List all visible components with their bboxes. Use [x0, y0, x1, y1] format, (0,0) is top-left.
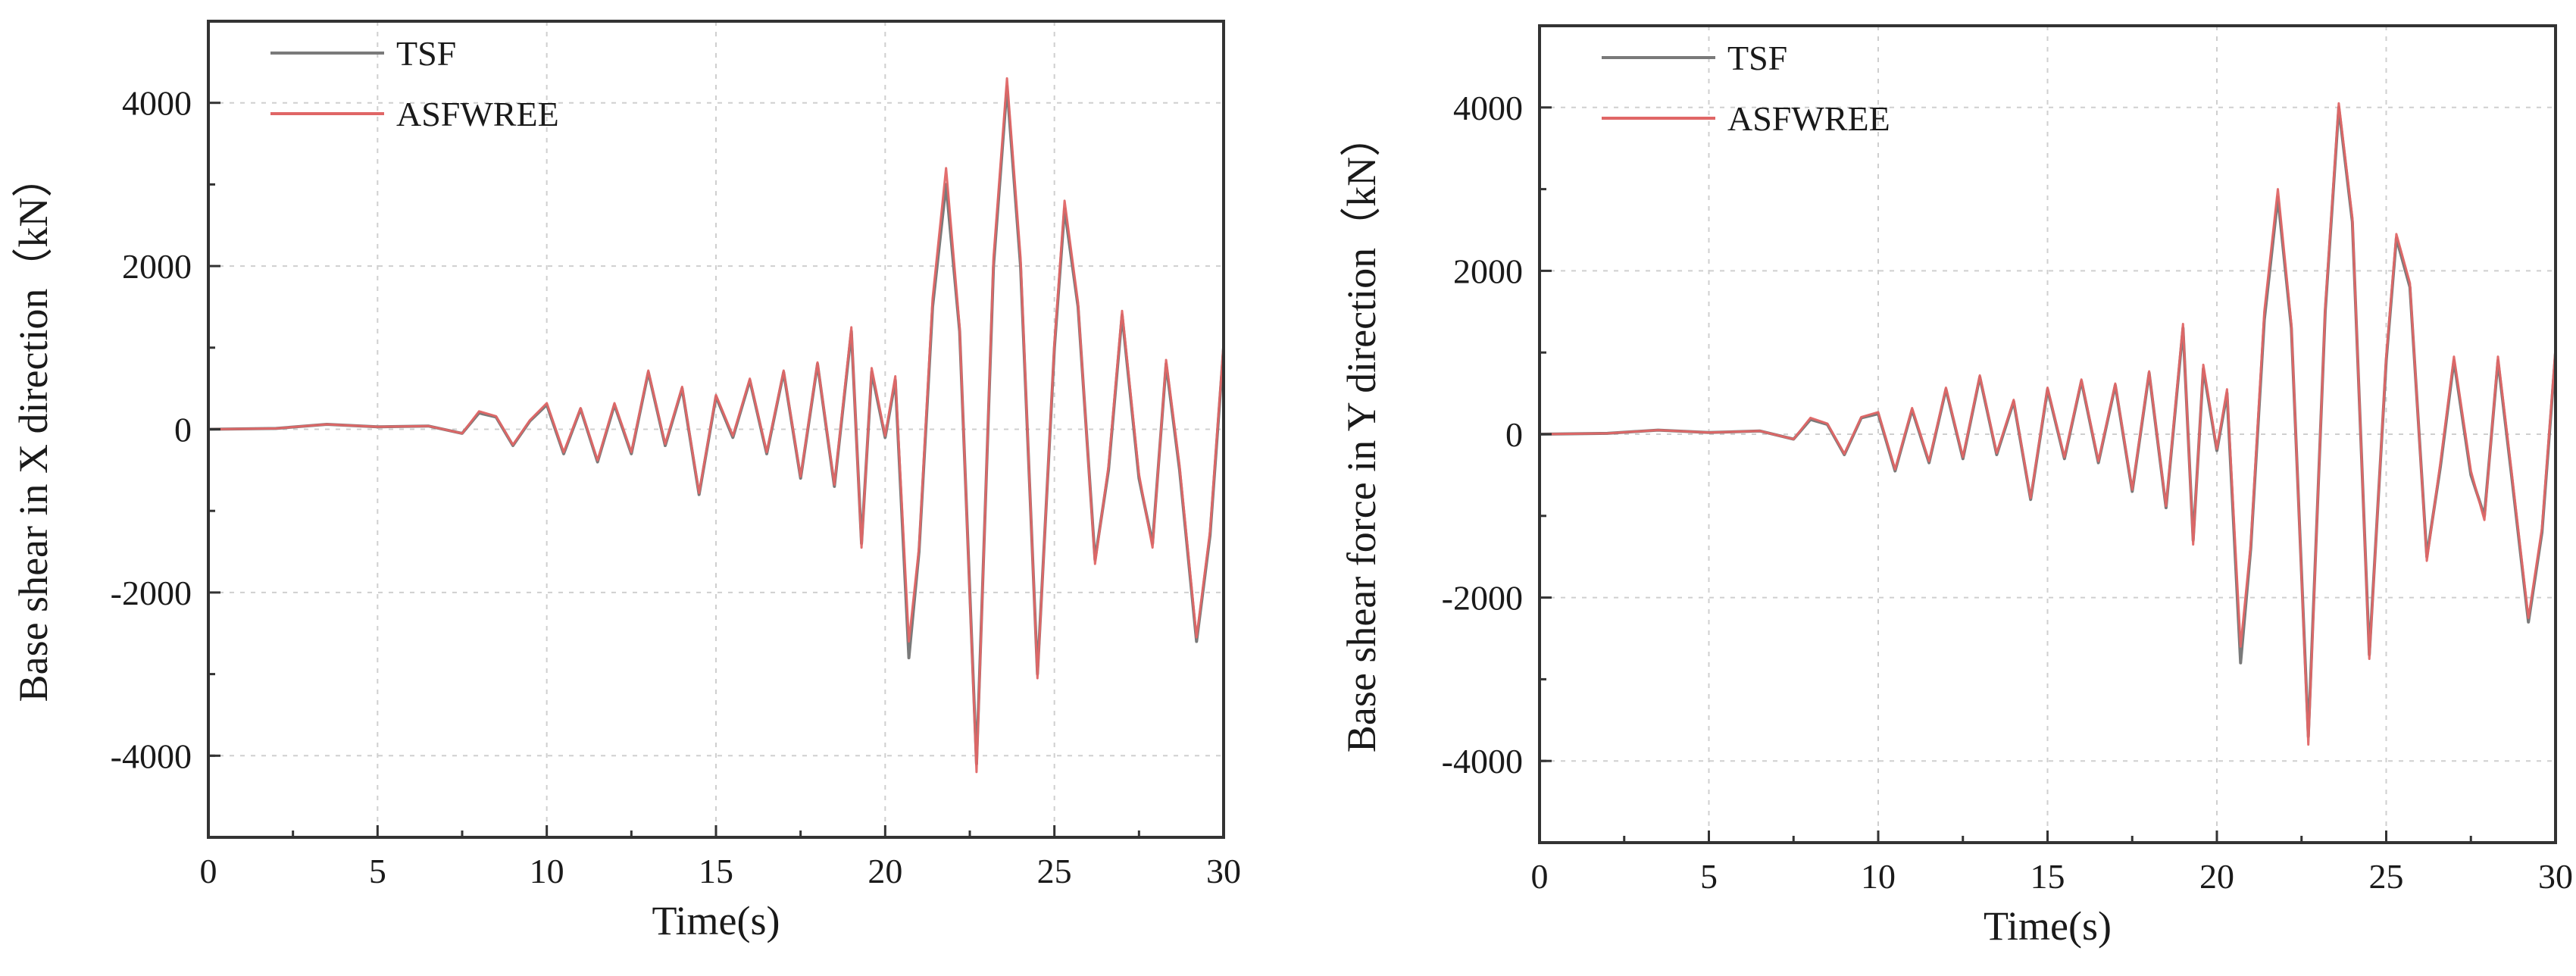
- legend-label-tsf: TSF: [396, 34, 456, 73]
- y-tick-label: 4000: [1453, 89, 1523, 127]
- x-tick-label: 10: [1861, 857, 1896, 896]
- series-line-asfwree: [1538, 102, 2557, 746]
- x-tick-label: 20: [868, 852, 902, 890]
- x-tick-label: 25: [1037, 852, 1072, 890]
- x-tick-label: 5: [1700, 857, 1718, 896]
- x-tick-label: 30: [1206, 852, 1241, 890]
- x-tick-label: 5: [369, 852, 386, 890]
- x-axis-label: Time(s): [1984, 903, 2112, 949]
- y-axis-label: Base shear force in Y direction（kN）: [1339, 116, 1384, 752]
- y-tick-label: 0: [174, 411, 192, 449]
- x-tick-label: 10: [530, 852, 564, 890]
- y-tick-label: 2000: [122, 247, 192, 286]
- x-tick-label: 15: [2030, 857, 2065, 896]
- y-tick-label: -4000: [111, 737, 192, 775]
- y-axis-label: Base shear in X direction（kN）: [11, 157, 56, 702]
- chart-y-direction: 0 5 10 15 20 25 30 -4000 -2000 0 2000 4000 Time(s) Ba…: [1339, 24, 2573, 949]
- y-tick-label: -2000: [1442, 579, 1523, 618]
- legend-label-tsf: TSF: [1727, 39, 1787, 77]
- legend-label-asfwree: ASFWREE: [396, 95, 559, 133]
- chart-x-direction: 0 5 10 15 20 25 30 -4000 -2000 0 2000 4000 Time(s) Ba…: [11, 20, 1241, 943]
- x-tick-label: 20: [2199, 857, 2234, 896]
- x-tick-label: 15: [699, 852, 733, 890]
- y-tick-label: 0: [1505, 415, 1523, 454]
- x-tick-label: 25: [2369, 857, 2404, 896]
- y-tick-label: -2000: [111, 574, 192, 612]
- y-tick-label: 4000: [122, 84, 192, 123]
- x-axis-label: Time(s): [652, 898, 780, 943]
- x-tick-label: 0: [1531, 857, 1549, 896]
- x-tick-label: 0: [200, 852, 217, 890]
- y-tick-label: -4000: [1442, 742, 1523, 780]
- series-line-asfwree: [207, 77, 1225, 774]
- legend-label-asfwree: ASFWREE: [1727, 99, 1890, 138]
- x-tick-label: 30: [2538, 857, 2573, 896]
- y-tick-label: 2000: [1453, 252, 1523, 290]
